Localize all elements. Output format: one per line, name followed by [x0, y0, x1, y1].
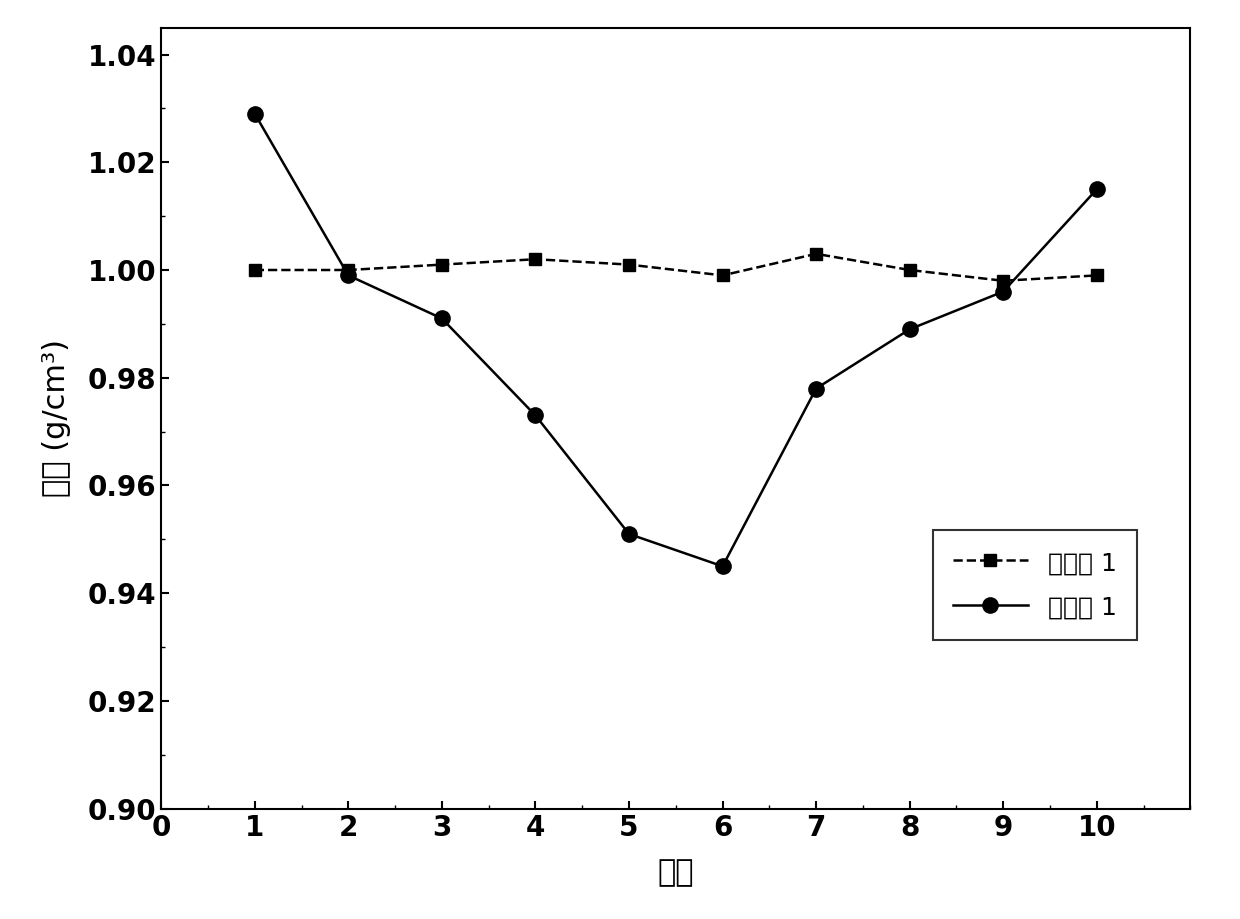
实施例 1	[528, 254, 543, 265]
实施例 1	[1090, 270, 1105, 281]
实施例 1	[621, 259, 636, 270]
Line: 实施例 1: 实施例 1	[248, 247, 1104, 287]
Y-axis label: 密度 (g/cm³): 密度 (g/cm³)	[42, 339, 71, 497]
实施例 1	[341, 265, 356, 276]
实施例 1	[247, 265, 262, 276]
对比例 1	[808, 383, 823, 394]
实施例 1	[434, 259, 449, 270]
对比例 1	[715, 561, 730, 572]
对比例 1	[996, 286, 1011, 297]
对比例 1	[247, 108, 262, 119]
Legend: 实施例 1, 对比例 1: 实施例 1, 对比例 1	[932, 530, 1137, 640]
对比例 1	[434, 313, 449, 324]
对比例 1	[528, 410, 543, 421]
Line: 对比例 1: 对比例 1	[247, 106, 1105, 574]
实施例 1	[903, 265, 918, 276]
X-axis label: 编号: 编号	[657, 858, 694, 887]
对比例 1	[341, 270, 356, 281]
对比例 1	[903, 323, 918, 335]
对比例 1	[1090, 184, 1105, 195]
实施例 1	[808, 248, 823, 259]
实施例 1	[996, 276, 1011, 287]
实施例 1	[715, 270, 730, 281]
对比例 1	[621, 528, 636, 539]
